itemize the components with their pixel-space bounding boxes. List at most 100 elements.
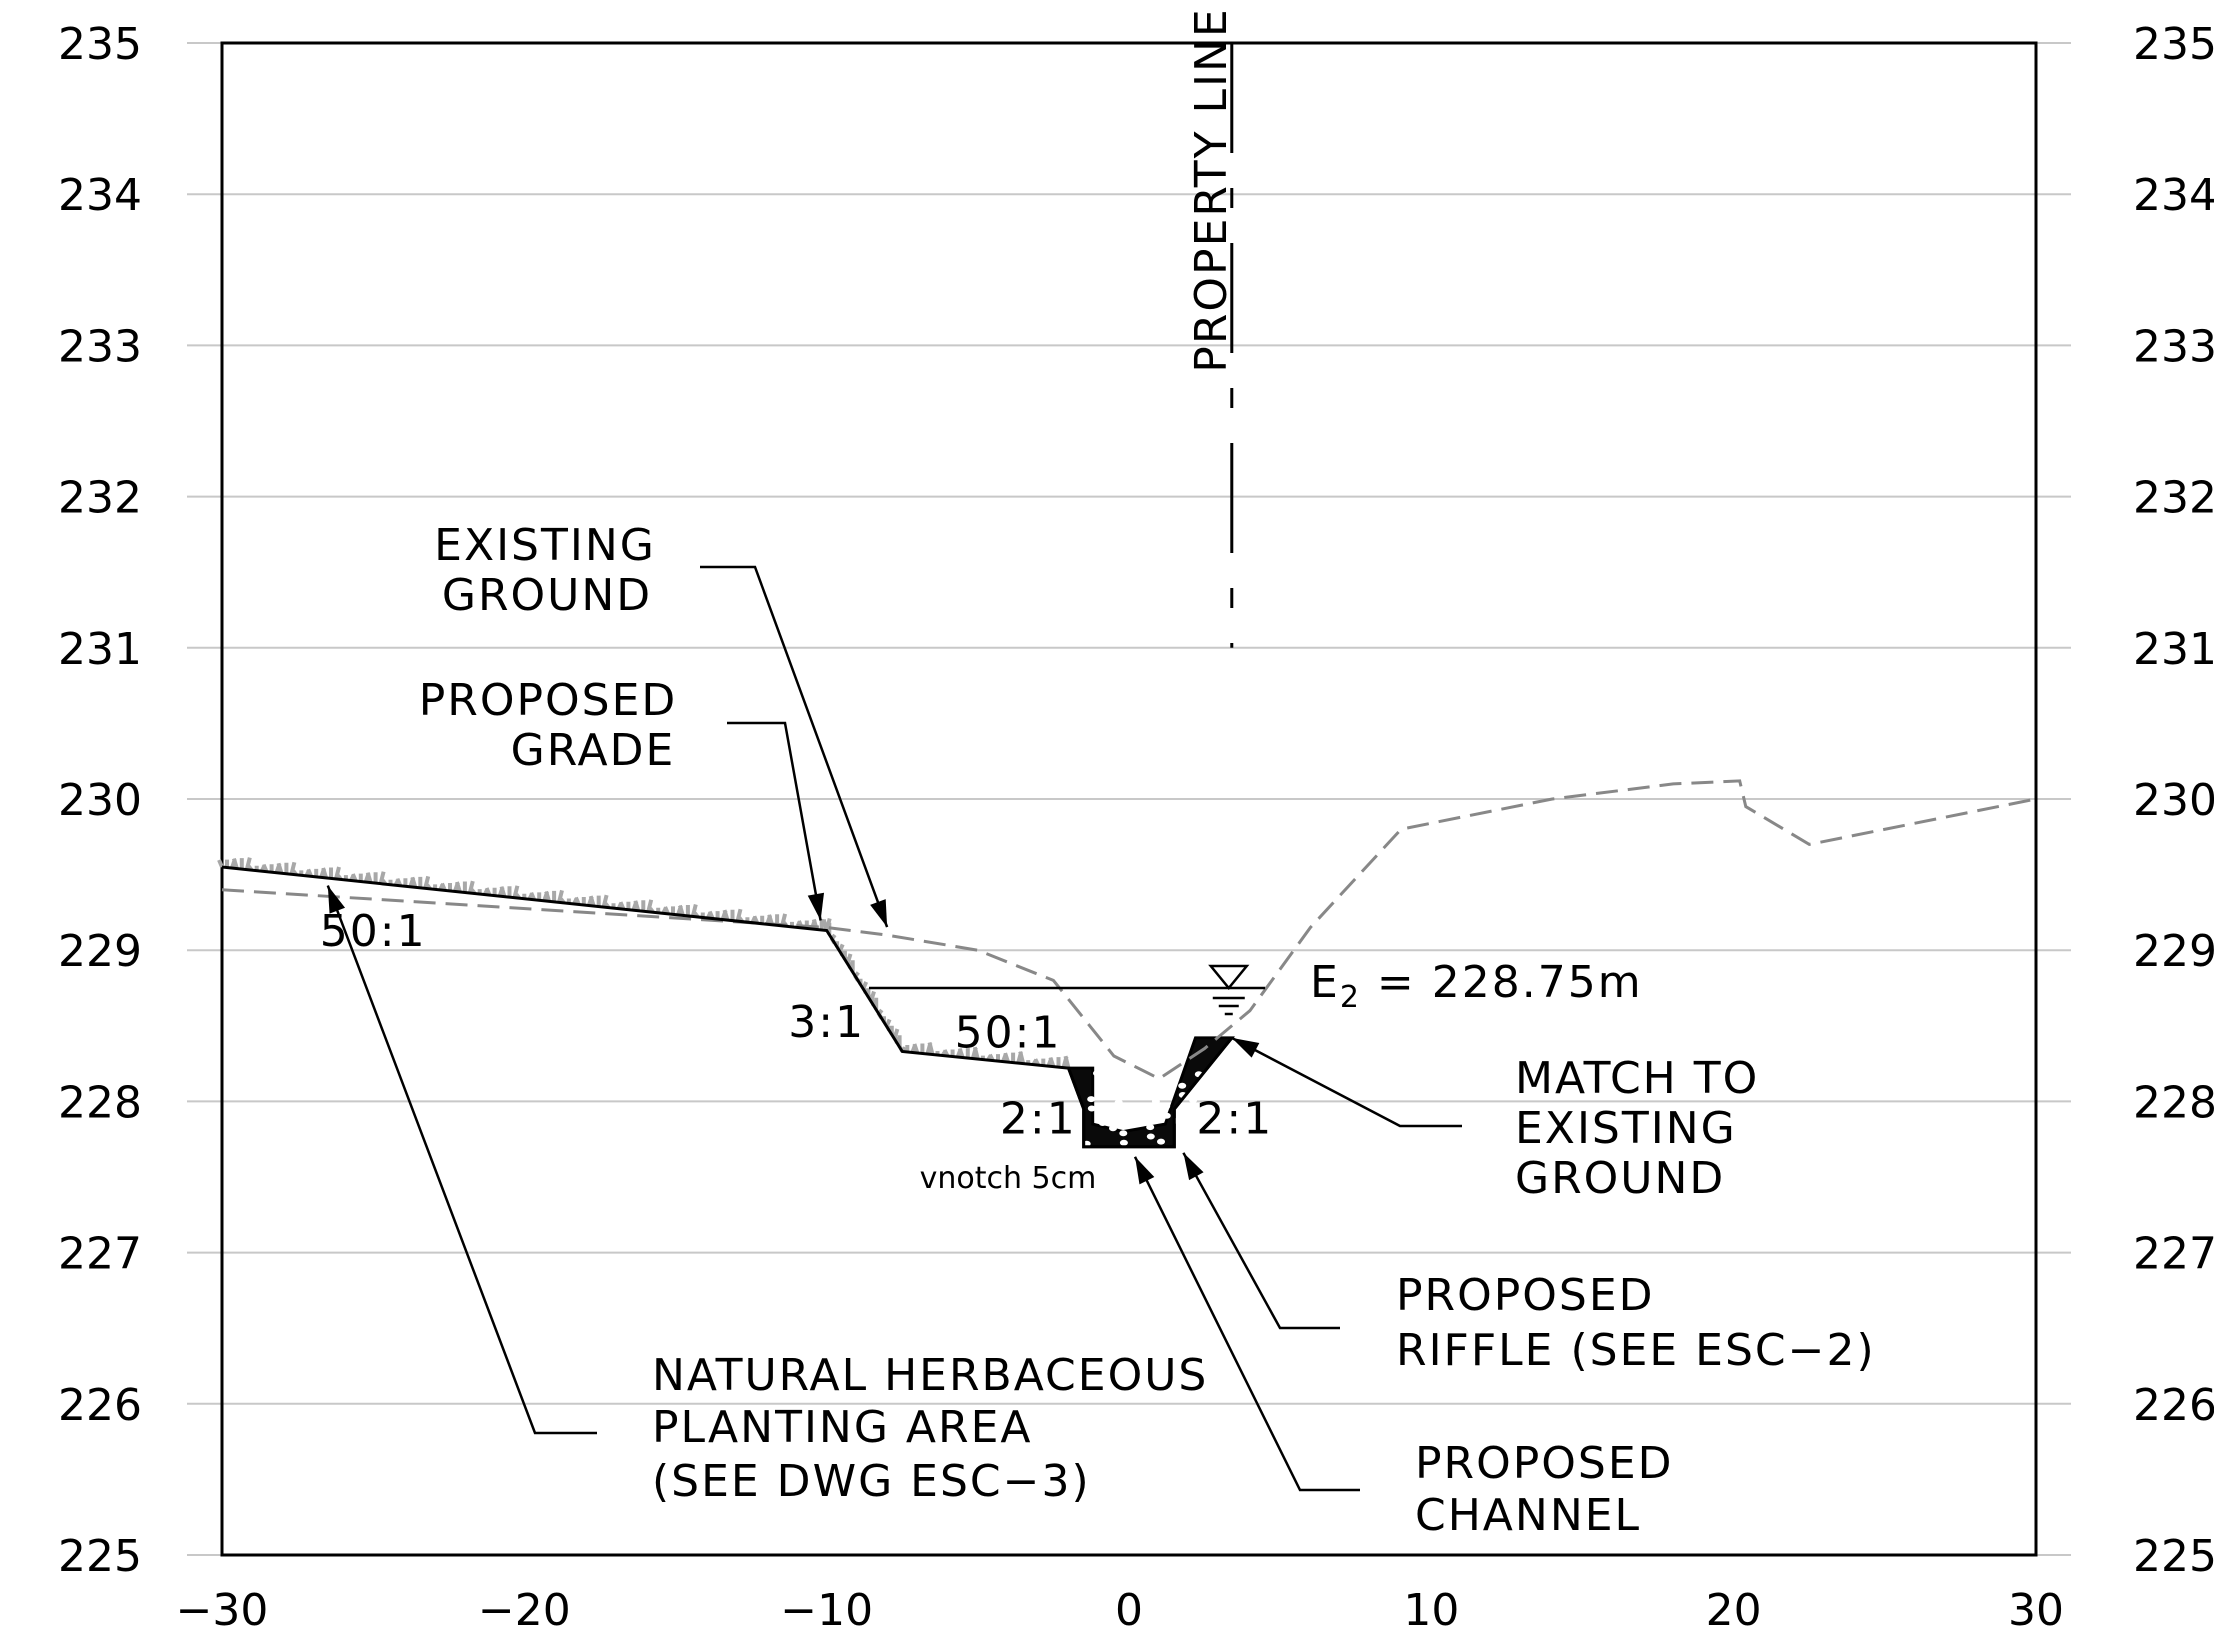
water-level-label: E2 = 228.75m [1310, 957, 1643, 1015]
x-tick-label: 10 [1403, 1585, 1459, 1636]
y-tick-label-right: 228 [2133, 1077, 2214, 1128]
slope-labels: 50:1 3:1 50:1 2:1 2:1 [320, 906, 1273, 1145]
y-tick-label-right: 229 [2133, 926, 2214, 977]
proposed-grade-leader [727, 721, 822, 921]
riffle-stone [1098, 1110, 1107, 1117]
x-tick-label: 0 [1115, 1585, 1143, 1636]
leader-lines [326, 565, 1462, 1492]
y-tick-label-left: 226 [58, 1380, 142, 1431]
proposed-channel-label-2: CHANNEL [1415, 1490, 1641, 1541]
riffle-stone [1109, 1125, 1117, 1132]
water-level-subscript: 2 [1340, 980, 1361, 1015]
x-tick-label: −20 [478, 1585, 571, 1636]
riffle-stone [1184, 1132, 1192, 1139]
herbaceous-label-1: NATURAL HERBACEOUS [652, 1350, 1208, 1401]
property-line-label: PROPERTY LINE [1186, 7, 1237, 372]
riffle-stone [1098, 1120, 1107, 1126]
y-tick-label-left: 231 [58, 624, 142, 675]
herbaceous-leader [326, 885, 597, 1435]
proposed-grade-label-2: GRADE [511, 725, 676, 776]
riffle-stone [1146, 1133, 1155, 1140]
vegetation-hatching [217, 857, 1071, 1069]
riffle-stone [1189, 1097, 1198, 1104]
y-tick-label-right: 232 [2133, 473, 2214, 524]
slope-label: 2:1 [1000, 1094, 1077, 1145]
x-tick-label: −10 [780, 1585, 873, 1636]
plot-frame [220, 41, 2038, 1557]
x-tick-label: 30 [2008, 1585, 2064, 1636]
riffle-stone [1087, 1105, 1096, 1112]
proposed-grade-line [221, 865, 1233, 1149]
slope-label: 3:1 [788, 997, 865, 1048]
riffle-stone [1221, 1131, 1230, 1138]
riffle-stone [1087, 1096, 1096, 1103]
water-level-prefix: E [1310, 957, 1340, 1008]
herbaceous-leader-arrowhead [327, 885, 346, 914]
riffle-stone [1130, 1078, 1139, 1085]
existing-ground-label-1: EXISTING [434, 520, 656, 571]
riffle-stone [1103, 1075, 1112, 1082]
proposed-grade-leader-arrowhead [807, 892, 825, 921]
existing-ground-leader [700, 565, 889, 928]
riffle-stone [1114, 1099, 1123, 1106]
y-tick-label-left: 230 [58, 775, 142, 826]
y-tick-label-left: 235 [58, 19, 142, 70]
riffle-stone [1135, 1119, 1144, 1125]
proposed-channel-leader [1133, 1156, 1360, 1492]
riffle-stone [1200, 1111, 1208, 1118]
existing-ground-line [221, 779, 2037, 1081]
x-tick-label: −30 [176, 1585, 269, 1636]
y-tick-label-left: 229 [58, 926, 142, 977]
y-tick-label-left: 232 [58, 473, 142, 524]
x-tick-label: 20 [1706, 1585, 1762, 1636]
y-tick-label-right: 225 [2133, 1531, 2214, 1582]
y-tick-label-left: 227 [58, 1229, 142, 1280]
riffle-stone [1125, 1104, 1133, 1111]
riffle-stone [1135, 1109, 1144, 1116]
riffle-stone [1205, 1076, 1214, 1083]
riffle-stone [1093, 1070, 1101, 1077]
match-existing-label-1: MATCH TO [1515, 1053, 1759, 1104]
riffle-stone [1167, 1077, 1176, 1084]
existing-ground-leader-arrowhead [870, 899, 888, 928]
proposed-riffle-label-1: PROPOSED [1396, 1270, 1655, 1321]
profile-lines [221, 43, 2037, 1149]
match-existing-label-2: EXISTING [1515, 1103, 1737, 1154]
y-tick-label-left: 233 [58, 321, 142, 372]
y-tick-label-right: 226 [2133, 1380, 2214, 1431]
riffle-stone [1178, 1082, 1187, 1089]
y-tick-label-right: 235 [2133, 19, 2214, 70]
water-level-value: = 228.75m [1361, 957, 1643, 1008]
match-existing-leader [1231, 1036, 1462, 1128]
y-tick-label-right: 233 [2133, 321, 2214, 372]
riffle-stone [1216, 1091, 1224, 1097]
proposed-riffle-label-2: RIFFLE (SEE ESC−2) [1396, 1325, 1876, 1376]
riffle-stone [1114, 1089, 1123, 1096]
y-tick-label-right: 227 [2133, 1229, 2214, 1280]
riffle-stone [1130, 1069, 1139, 1076]
riffle-stone [1162, 1112, 1171, 1119]
match-existing-label-3: GROUND [1515, 1153, 1725, 1204]
vnotch-label: vnotch 5cm [920, 1161, 1097, 1196]
y-tick-label-left: 225 [58, 1531, 142, 1582]
proposed-riffle-leader-arrowhead [1183, 1152, 1204, 1181]
riffle-stone [1210, 1126, 1219, 1133]
y-tick-label-right: 230 [2133, 775, 2214, 826]
proposed-grade-label-1: PROPOSED [419, 675, 678, 726]
herbaceous-label-3: (SEE DWG ESC−3) [652, 1456, 1091, 1507]
slope-label: 2:1 [1196, 1094, 1273, 1145]
proposed-channel-leader-arrowhead [1135, 1156, 1155, 1185]
riffle-stone [1162, 1103, 1171, 1110]
riffle-stone [1151, 1098, 1160, 1105]
match-existing-leader-arrowhead [1231, 1037, 1260, 1058]
proposed-riffle-leader [1182, 1152, 1340, 1330]
riffle-stone [1119, 1139, 1128, 1146]
riffle-stone [1141, 1083, 1149, 1090]
riffle-stone [1103, 1084, 1112, 1091]
y-tick-label-right: 231 [2133, 624, 2214, 675]
riffle-stone [1119, 1130, 1128, 1137]
riffle-stone [1151, 1088, 1160, 1095]
riffle-stone [1146, 1124, 1155, 1131]
